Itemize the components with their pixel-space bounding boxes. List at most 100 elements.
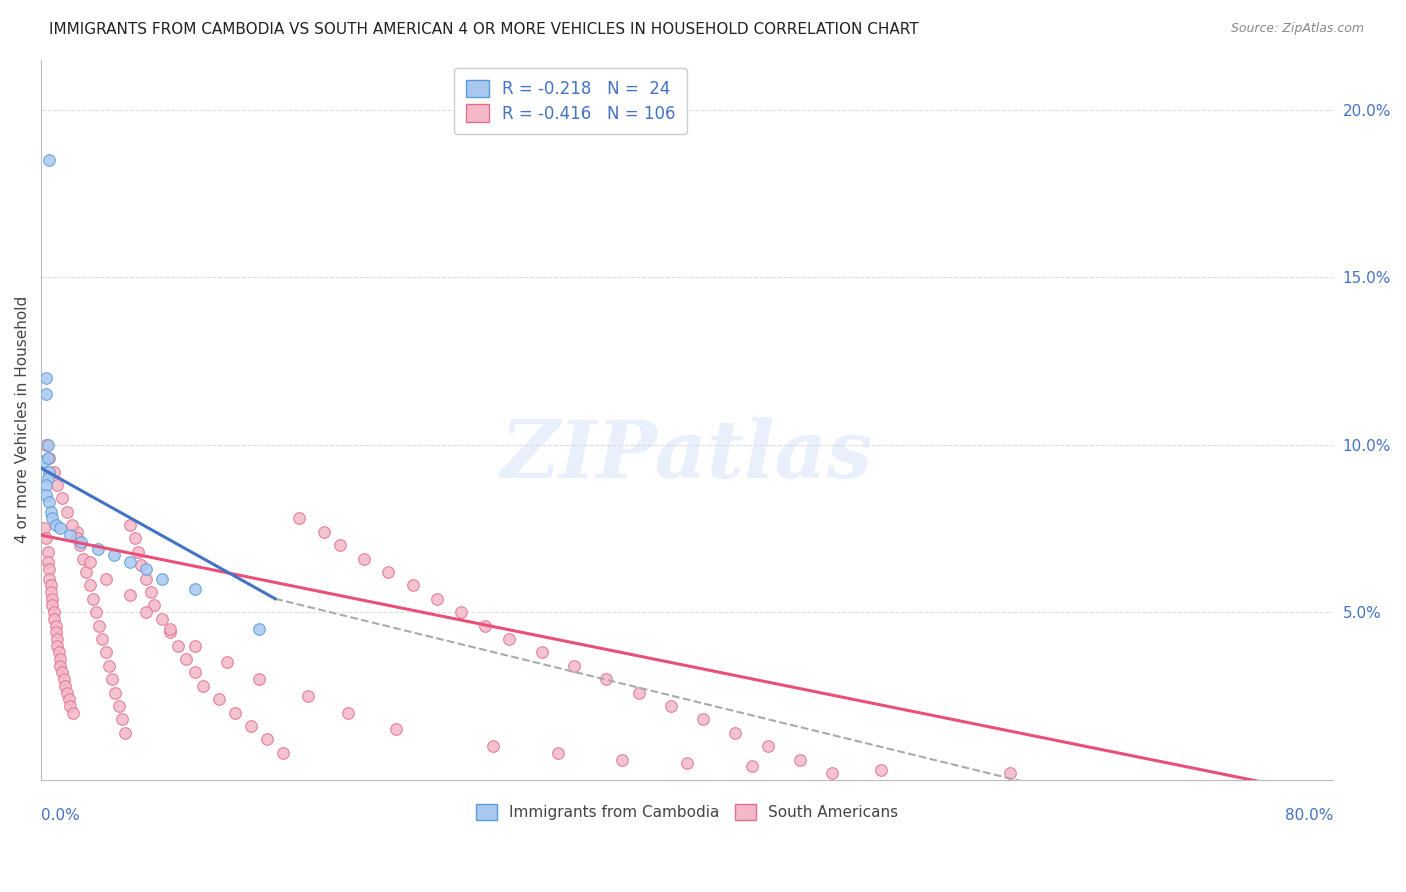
Point bbox=[35, 438, 58, 452]
Point bbox=[127, 545, 149, 559]
Point bbox=[35, 370, 58, 384]
Point bbox=[756, 739, 779, 753]
Point bbox=[41, 511, 63, 525]
Point bbox=[224, 706, 246, 720]
Point bbox=[38, 572, 60, 586]
Point bbox=[143, 599, 166, 613]
Point bbox=[51, 491, 73, 506]
Point bbox=[247, 622, 270, 636]
Point bbox=[94, 645, 117, 659]
Point bbox=[482, 739, 505, 753]
Point bbox=[101, 672, 124, 686]
Point bbox=[70, 534, 93, 549]
Point bbox=[676, 756, 699, 770]
Point bbox=[37, 555, 59, 569]
Point bbox=[59, 528, 82, 542]
Point bbox=[385, 723, 408, 737]
Point bbox=[86, 541, 108, 556]
Point bbox=[297, 689, 319, 703]
Point bbox=[39, 505, 62, 519]
Text: 80.0%: 80.0% bbox=[1285, 808, 1333, 823]
Point bbox=[59, 698, 82, 713]
Point bbox=[869, 763, 891, 777]
Point bbox=[118, 555, 141, 569]
Point bbox=[38, 153, 60, 167]
Point bbox=[48, 645, 70, 659]
Point bbox=[150, 612, 173, 626]
Point bbox=[79, 578, 101, 592]
Point bbox=[79, 555, 101, 569]
Point bbox=[288, 511, 311, 525]
Point bbox=[94, 572, 117, 586]
Point bbox=[129, 558, 152, 573]
Point bbox=[256, 732, 278, 747]
Point bbox=[353, 551, 375, 566]
Point bbox=[34, 454, 56, 468]
Point bbox=[38, 451, 60, 466]
Point bbox=[183, 639, 205, 653]
Point bbox=[39, 578, 62, 592]
Point bbox=[84, 605, 107, 619]
Point bbox=[150, 572, 173, 586]
Point bbox=[998, 765, 1021, 780]
Point bbox=[273, 746, 295, 760]
Point bbox=[46, 639, 69, 653]
Point bbox=[66, 524, 89, 539]
Point bbox=[562, 658, 585, 673]
Point bbox=[612, 752, 634, 766]
Text: 0.0%: 0.0% bbox=[41, 808, 80, 823]
Point bbox=[103, 548, 125, 562]
Point bbox=[377, 565, 399, 579]
Point bbox=[37, 471, 59, 485]
Point bbox=[692, 712, 714, 726]
Point bbox=[135, 572, 157, 586]
Point bbox=[659, 698, 682, 713]
Point bbox=[89, 618, 111, 632]
Point bbox=[401, 578, 423, 592]
Point bbox=[38, 465, 60, 479]
Point bbox=[41, 591, 63, 606]
Point bbox=[530, 645, 553, 659]
Legend: Immigrants from Cambodia, South Americans: Immigrants from Cambodia, South American… bbox=[470, 797, 904, 826]
Point bbox=[336, 706, 359, 720]
Point bbox=[45, 518, 67, 533]
Point bbox=[49, 658, 72, 673]
Point bbox=[41, 599, 63, 613]
Point bbox=[183, 665, 205, 680]
Point bbox=[97, 658, 120, 673]
Point bbox=[159, 625, 181, 640]
Point bbox=[124, 532, 146, 546]
Point bbox=[60, 518, 83, 533]
Point bbox=[191, 679, 214, 693]
Point bbox=[56, 505, 79, 519]
Point bbox=[38, 561, 60, 575]
Point bbox=[247, 672, 270, 686]
Point bbox=[547, 746, 569, 760]
Point bbox=[69, 538, 91, 552]
Point bbox=[821, 765, 844, 780]
Point bbox=[498, 632, 520, 646]
Point bbox=[66, 532, 89, 546]
Point bbox=[159, 622, 181, 636]
Point bbox=[49, 521, 72, 535]
Point bbox=[118, 518, 141, 533]
Y-axis label: 4 or more Vehicles in Household: 4 or more Vehicles in Household bbox=[15, 296, 30, 543]
Point bbox=[49, 652, 72, 666]
Point bbox=[595, 672, 617, 686]
Point bbox=[426, 591, 449, 606]
Point bbox=[215, 656, 238, 670]
Point bbox=[104, 685, 127, 699]
Point bbox=[111, 712, 134, 726]
Text: ZIPatlas: ZIPatlas bbox=[501, 417, 873, 494]
Point bbox=[118, 589, 141, 603]
Point bbox=[183, 582, 205, 596]
Point bbox=[135, 561, 157, 575]
Point bbox=[72, 551, 94, 566]
Point bbox=[42, 612, 65, 626]
Point bbox=[37, 438, 59, 452]
Point bbox=[450, 605, 472, 619]
Point bbox=[176, 652, 198, 666]
Point bbox=[627, 685, 650, 699]
Point bbox=[82, 591, 104, 606]
Text: IMMIGRANTS FROM CAMBODIA VS SOUTH AMERICAN 4 OR MORE VEHICLES IN HOUSEHOLD CORRE: IMMIGRANTS FROM CAMBODIA VS SOUTH AMERIC… bbox=[49, 22, 920, 37]
